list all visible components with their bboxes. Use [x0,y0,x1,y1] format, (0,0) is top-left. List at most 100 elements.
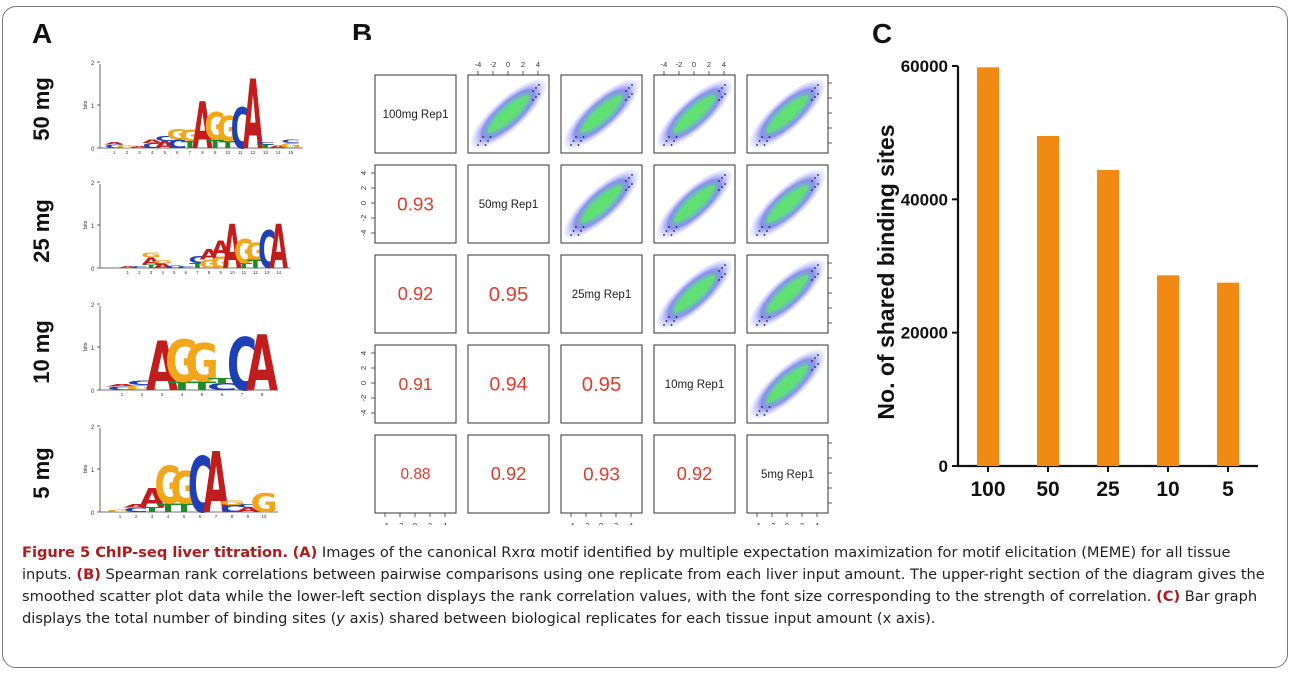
logo-y-tick-label: 1 [91,104,95,110]
matrix-diagonal-label: 50mg Rep1 [479,199,538,211]
scatter-density-core [487,95,530,133]
motif-letter-glyph: C [143,142,162,150]
scatter-point [814,186,816,188]
logo-position-label: 10 [230,270,236,275]
matrix-tick-label: 2 [359,186,368,190]
logo-position-label: 1 [119,514,122,519]
y-axis-label: No. of shared binding sites [873,124,899,419]
motif-letter: T [247,258,264,271]
matrix-gap [735,73,747,523]
scatter-point [724,84,726,86]
matrix-tick-label: 0 [833,111,835,115]
matrix-tick-label: -2 [833,485,835,492]
matrix-tick-label: 0 [413,521,417,525]
motif-letter: G [170,464,197,515]
motif-letter: A [211,237,230,261]
logo-y-tick-label: 1 [91,468,95,474]
matrix-tick-label: -4 [359,230,368,237]
matrix-diagonal-label: 10mg Rep1 [665,379,724,391]
logo-position-label: 13 [264,270,270,275]
logo-y-tick-label: 0 [91,511,95,517]
logo-position-label: 6 [221,392,224,397]
motif-letter: T [257,144,275,149]
motif-row-label-25mg: 25 mg [29,199,54,263]
matrix-edge-mask [335,40,835,75]
scatter-point [811,99,813,101]
matrix-tick-label: 4 [833,81,835,85]
motif-letter: C [207,382,237,393]
matrix-gap [373,333,835,345]
motif-letter: G [165,327,199,395]
logo-y-axis-label: bits [83,464,89,473]
motif-letter: C [256,142,275,146]
matrix-tick-label: -2 [359,215,368,222]
matrix-tick-label: 2 [800,521,804,525]
logo-position-label: 8 [201,150,204,155]
logo-y-tick-label: 0 [91,147,95,153]
motif-letter: G [141,252,161,260]
scatter-point [758,410,761,412]
x-tick-label: 50 [1036,478,1059,500]
logo-position-label: 3 [161,392,164,397]
correlation-value: 0.88 [401,466,431,483]
motif-letter: C [177,266,195,269]
scatter-point [718,189,720,191]
motif-letter: G [106,509,133,513]
scatter-point [575,226,577,228]
motif-letter-glyph: A [211,237,230,261]
x-tick-label: 100 [970,478,1005,500]
bar [1217,282,1239,466]
logo-y-tick-label: 0 [91,267,95,273]
motif-letter-glyph: G [116,145,137,149]
motif-letter-glyph: C [188,441,212,520]
matrix-tick-label: -2 [833,125,835,132]
caption-b-tag: (B) [76,566,101,583]
logo-position-label: 5 [183,514,186,519]
logo-position-label: 10 [225,150,231,155]
scatter-point [663,324,665,326]
matrix-gap [373,243,835,255]
scatter-point [477,144,479,146]
scatter-point [721,177,723,179]
scatter-point [570,234,572,236]
matrix-cell [467,434,550,514]
scatter-point [817,183,819,185]
logo-position-label: 2 [138,270,141,275]
motif-letter-glyph: A [153,263,172,270]
logo-position-label: 11 [238,150,243,155]
scatter-point [572,140,575,142]
matrix-cell-border [374,164,457,244]
matrix-tick-label: -4 [475,60,482,69]
logo-y-tick-label: 2 [91,181,95,187]
motif-letter: C [188,441,212,520]
logo-y-tick-label: 0 [91,389,95,395]
logo-position-label: 14 [276,270,282,275]
scatter-point [535,87,537,89]
motif-letter: A [142,139,163,144]
matrix-cell-border [560,74,643,154]
motif-letter-glyph: T [206,137,224,151]
matrix-cell-border [560,434,643,514]
scatter-point [668,316,670,318]
scatter-point [668,136,670,138]
matrix-tick-label: 0 [359,381,368,385]
matrix-cell-border [374,434,457,514]
logo-position-label: 5 [173,270,176,275]
motif-letter: A [104,142,125,146]
motif-letter: T [157,501,180,515]
matrix-tick-label: 0 [833,471,835,475]
logo-position-label: 2 [135,514,138,519]
motif-letter-glyph: G [125,384,159,392]
caption-c-y: y [336,610,345,627]
scatter-point [814,267,816,269]
x-tick-label: 5 [1222,478,1234,500]
scatter-point [625,189,627,191]
motif-letter: C [258,222,276,276]
logo-position-label: 1 [127,270,130,275]
scatter-point [663,144,665,146]
motif-letter-glyph: G [185,334,219,395]
logo-position-label: 4 [181,392,184,397]
matrix-tick-label: -4 [833,320,835,327]
motif-letter-glyph: C [131,266,149,269]
